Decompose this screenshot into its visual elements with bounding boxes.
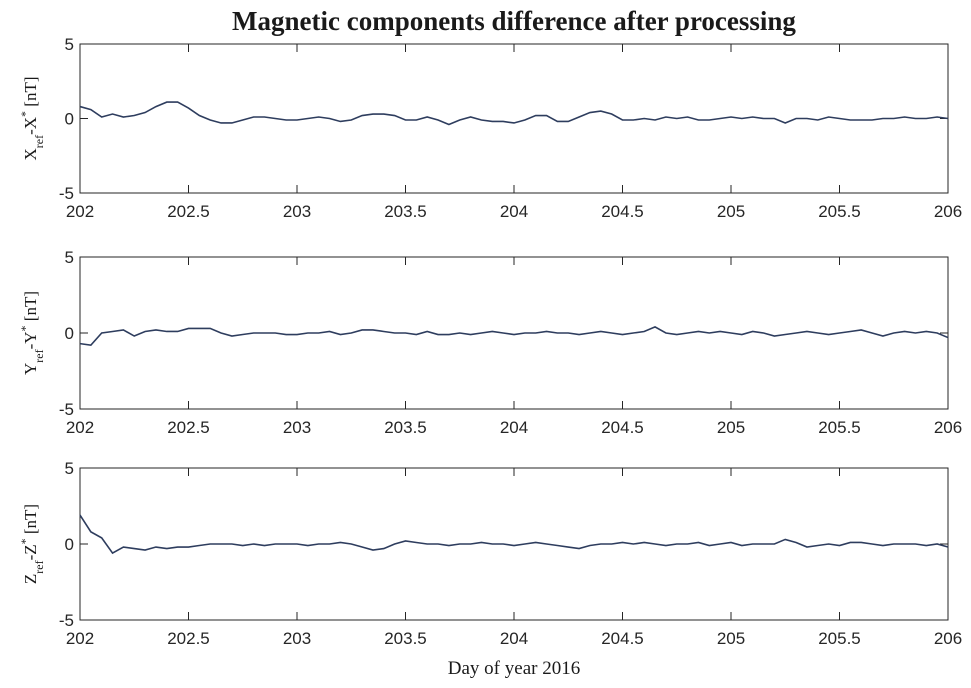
- chart-title: Magnetic components difference after pro…: [232, 6, 796, 36]
- y-axis-label: Yref-Y* [nT]: [18, 291, 46, 375]
- x-tick-label: 204.5: [601, 629, 644, 648]
- y-axis-label: Xref-X* [nT]: [18, 76, 46, 160]
- y-axis-label-part: -Y: [21, 331, 40, 349]
- x-tick-label: 205: [717, 418, 745, 437]
- x-tick-label: 205: [717, 202, 745, 221]
- x-tick-label: 205.5: [818, 202, 861, 221]
- y-axis-label-part: -Z: [21, 544, 40, 560]
- y-tick-label: 5: [65, 248, 74, 267]
- plot-frame: [79, 43, 949, 194]
- x-tick-label: 203.5: [384, 418, 427, 437]
- y-axis-label-part: ref: [32, 349, 46, 362]
- y-axis-label-part: Y: [21, 363, 40, 375]
- x-tick-label: 203.5: [384, 202, 427, 221]
- x-tick-label: 205.5: [818, 629, 861, 648]
- x-tick-label: 204: [500, 629, 528, 648]
- y-tick-label: 5: [65, 35, 74, 54]
- y-axis-label-part: *: [18, 325, 32, 331]
- y-tick-label: 5: [65, 459, 74, 478]
- x-tick-label: 202.5: [167, 418, 210, 437]
- y-axis-label-part: -X: [21, 117, 40, 135]
- y-tick-label: -5: [59, 184, 74, 203]
- y-axis-label-part: X: [21, 148, 40, 160]
- y-axis-label-part: *: [18, 111, 32, 117]
- x-tick-label: 202.5: [167, 629, 210, 648]
- y-axis-label-part: [nT]: [21, 504, 40, 538]
- data-line: [79, 101, 949, 126]
- x-tick-label: 205: [717, 629, 745, 648]
- y-axis-label-part: ref: [32, 560, 46, 573]
- x-tick-label: 202: [66, 418, 94, 437]
- x-tick-label: 204.5: [601, 418, 644, 437]
- y-tick-label: 0: [65, 324, 74, 343]
- x-tick-label: 203.5: [384, 629, 427, 648]
- y-axis-label-part: [nT]: [21, 291, 40, 325]
- y-axis-label: Zref-Z* [nT]: [18, 504, 46, 584]
- y-axis-label-part: ref: [32, 135, 46, 148]
- x-tick-label: 206: [934, 202, 962, 221]
- x-tick-label: 205.5: [818, 418, 861, 437]
- x-tick-label: 206: [934, 418, 962, 437]
- data-line: [79, 326, 949, 347]
- plot-frame: [79, 256, 949, 410]
- data-line: [79, 514, 949, 555]
- y-axis-label-part: Z: [21, 574, 40, 584]
- y-tick-label: -5: [59, 400, 74, 419]
- x-tick-label: 204.5: [601, 202, 644, 221]
- x-tick-label: 202.5: [167, 202, 210, 221]
- x-tick-label: 206: [934, 629, 962, 648]
- x-tick-label: 202: [66, 202, 94, 221]
- y-axis-label-part: [nT]: [21, 76, 40, 110]
- x-axis-label: Day of year 2016: [448, 658, 580, 679]
- x-tick-label: 202: [66, 629, 94, 648]
- y-axis-label-part: *: [18, 538, 32, 544]
- y-tick-label: -5: [59, 611, 74, 630]
- x-tick-label: 204: [500, 202, 528, 221]
- x-tick-label: 204: [500, 418, 528, 437]
- y-tick-label: 0: [65, 535, 74, 554]
- x-tick-label: 203: [283, 629, 311, 648]
- x-tick-label: 203: [283, 202, 311, 221]
- y-tick-label: 0: [65, 110, 74, 129]
- x-tick-label: 203: [283, 418, 311, 437]
